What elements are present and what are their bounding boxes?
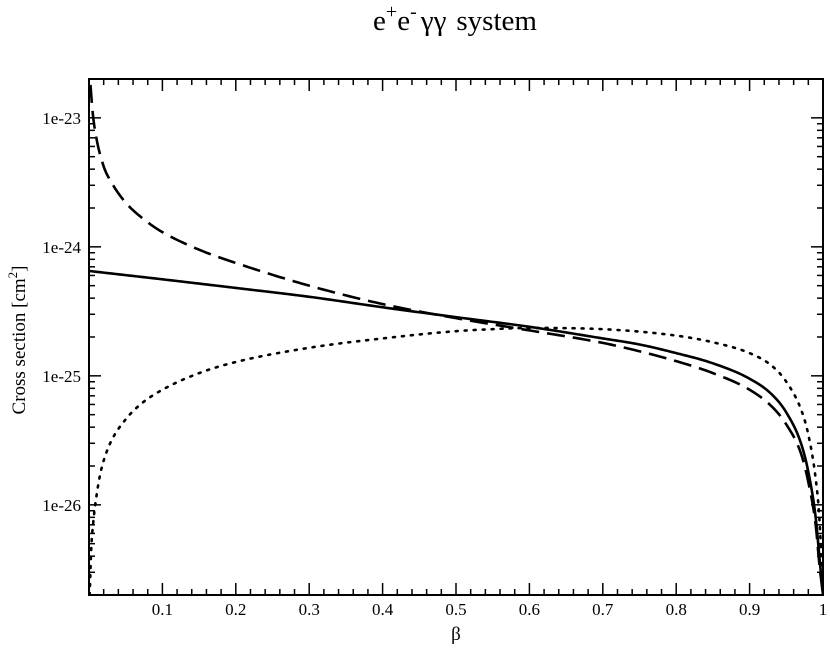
- y-tick-label: 1e-26: [42, 496, 81, 515]
- series-line-dashed: [89, 84, 823, 595]
- y-tick-label: 1e-23: [42, 109, 81, 128]
- axis-ticks: 0.1 0.2 0.3 0.4 0.5 0.6 0.7 0.8 0.9 1 1e-23 1e-24 1e…: [42, 78, 828, 619]
- y-axis-label-sup: 2: [5, 272, 20, 279]
- title-gamma: γγ: [420, 5, 447, 37]
- x-tick-label: 0.3: [299, 600, 320, 619]
- x-tick-label: 0.7: [592, 600, 614, 619]
- chart-title: e+e-γγ system: [373, 1, 537, 37]
- title-minus: -: [410, 1, 417, 23]
- y-axis-label-close: ]: [9, 266, 30, 272]
- x-tick-label: 0.1: [152, 600, 173, 619]
- x-tick-label: 0.6: [519, 600, 540, 619]
- x-tick-label: 0.5: [445, 600, 466, 619]
- x-tick-label: 0.8: [666, 600, 687, 619]
- y-axis-label-text: Cross section [cm: [9, 278, 30, 414]
- title-plus: +: [386, 1, 397, 23]
- y-tick-label: 1e-24: [42, 238, 81, 257]
- series-line-dotted: [89, 326, 823, 595]
- title-e1: e: [373, 5, 386, 37]
- x-tick-label: 0.4: [372, 600, 394, 619]
- series-line-solid: [89, 269, 823, 595]
- y-tick-label: 1e-25: [42, 367, 81, 386]
- title-e2: e: [397, 5, 410, 37]
- x-tick-label: 1: [819, 600, 828, 619]
- title-suffix: system: [456, 5, 537, 37]
- series-layer: [89, 84, 823, 595]
- plot-frame: [88, 78, 824, 596]
- x-tick-label: 0.2: [225, 600, 246, 619]
- x-axis-label: β: [451, 624, 461, 645]
- x-tick-label: 0.9: [739, 600, 760, 619]
- y-axis-label: Cross section [cm2]: [5, 266, 30, 415]
